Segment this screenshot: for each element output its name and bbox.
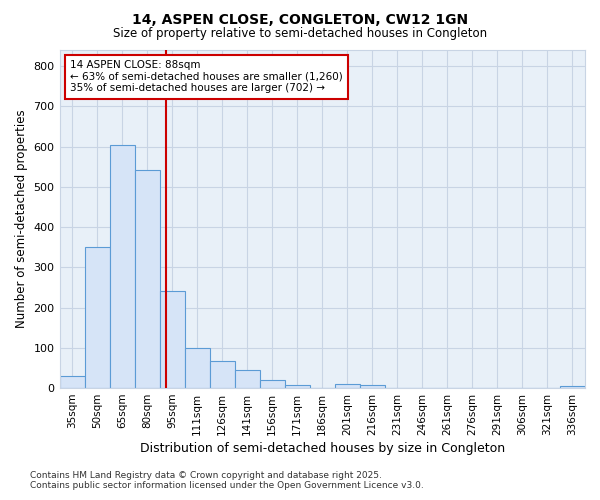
Bar — [134, 170, 160, 388]
X-axis label: Distribution of semi-detached houses by size in Congleton: Distribution of semi-detached houses by … — [140, 442, 505, 455]
Bar — [209, 361, 235, 388]
Bar — [360, 385, 385, 388]
Bar — [59, 376, 85, 388]
Bar — [110, 144, 134, 388]
Y-axis label: Number of semi-detached properties: Number of semi-detached properties — [15, 110, 28, 328]
Text: 14, ASPEN CLOSE, CONGLETON, CW12 1GN: 14, ASPEN CLOSE, CONGLETON, CW12 1GN — [132, 12, 468, 26]
Bar — [335, 384, 360, 388]
Bar — [235, 370, 260, 388]
Bar — [185, 348, 209, 388]
Bar — [85, 247, 110, 388]
Bar — [560, 386, 585, 388]
Bar — [285, 385, 310, 388]
Bar — [160, 292, 185, 388]
Text: Contains HM Land Registry data © Crown copyright and database right 2025.
Contai: Contains HM Land Registry data © Crown c… — [30, 470, 424, 490]
Text: Size of property relative to semi-detached houses in Congleton: Size of property relative to semi-detach… — [113, 28, 487, 40]
Text: 14 ASPEN CLOSE: 88sqm
← 63% of semi-detached houses are smaller (1,260)
35% of s: 14 ASPEN CLOSE: 88sqm ← 63% of semi-deta… — [70, 60, 343, 94]
Bar — [260, 380, 285, 388]
